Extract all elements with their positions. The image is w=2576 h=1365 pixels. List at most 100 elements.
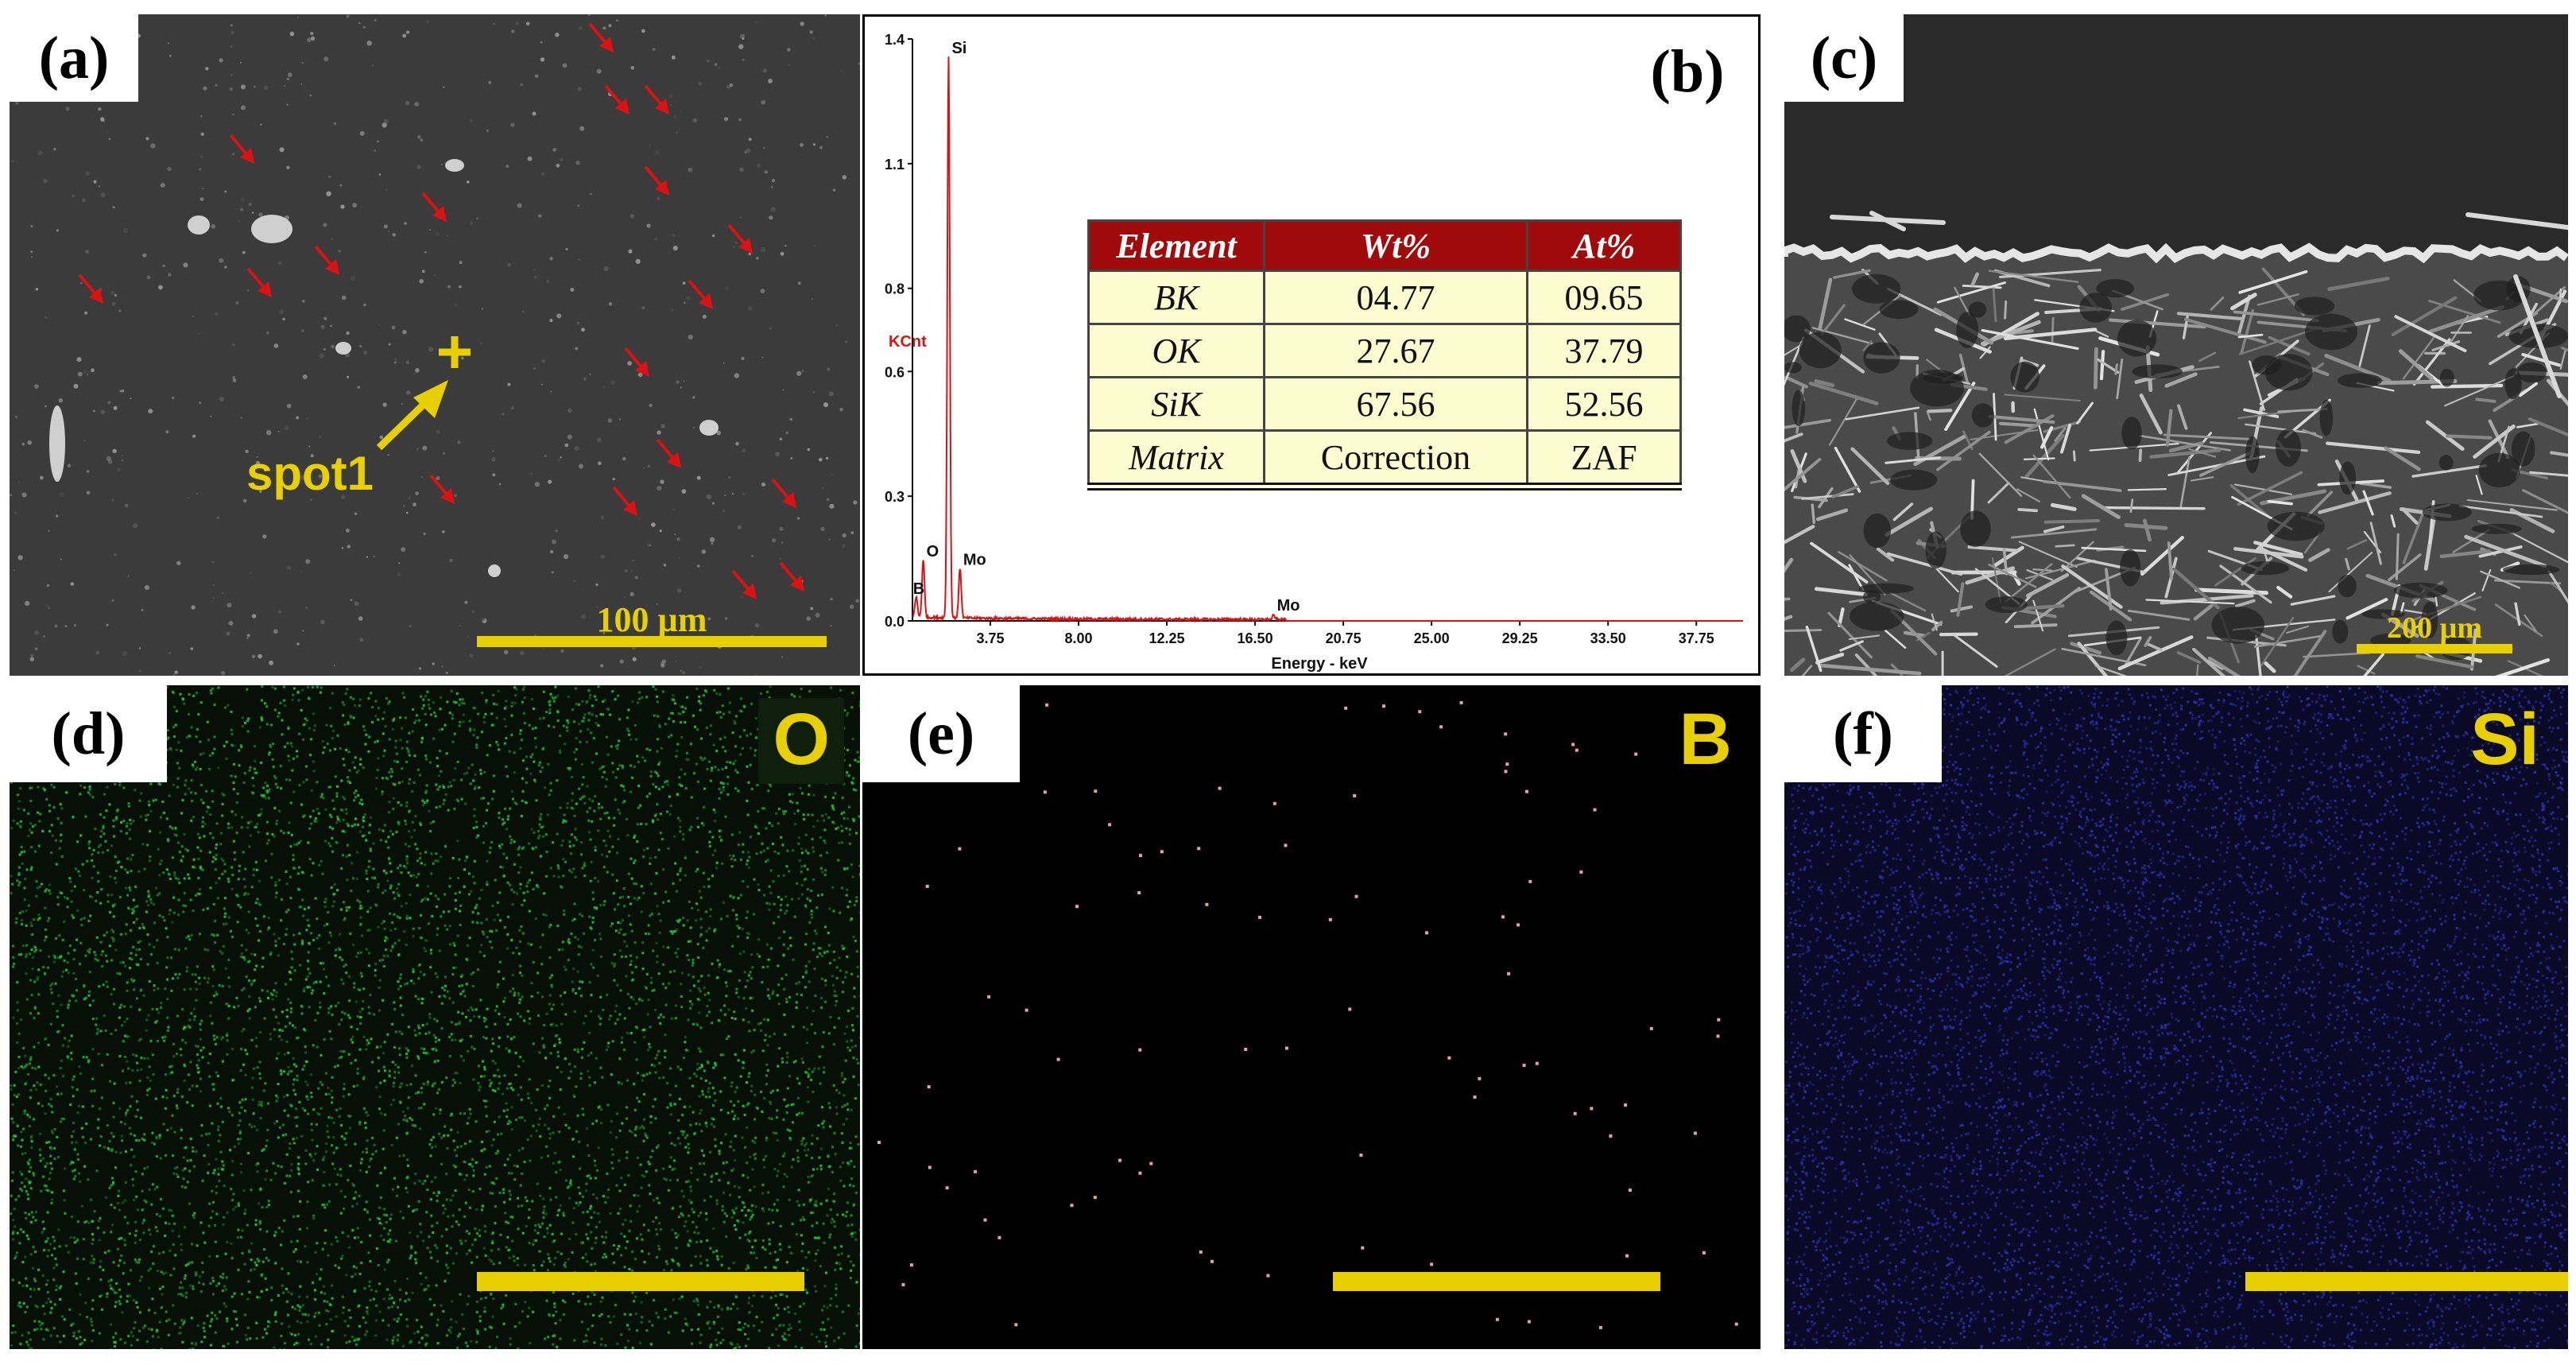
- red-arrow-icon: [429, 474, 455, 504]
- element-label-oxygen: O: [758, 698, 844, 784]
- boron-signal-dots: [877, 700, 1738, 1329]
- scale-bar-label: 100 µm: [596, 600, 707, 639]
- red-arrow-icon: [604, 84, 629, 114]
- cell-wt: Correction: [1263, 429, 1528, 491]
- scale-bar: [2357, 644, 2512, 653]
- panel-f-silicon-map: (f) Si: [1784, 685, 2568, 1349]
- red-arrow-icon: [314, 245, 339, 275]
- y-tick-label: 1.4: [885, 32, 905, 48]
- x-axis-label: Energy - keV: [1271, 655, 1368, 673]
- panel-a-sem-surface: spot1 (a) 100 µm: [10, 14, 860, 676]
- table-row: Matrix Correction ZAF: [1087, 429, 1682, 491]
- sem-surface-image: spot1: [10, 14, 860, 676]
- cell-wt: 27.67: [1263, 323, 1528, 378]
- x-tick-label: 29.25: [1502, 630, 1538, 646]
- peak-label: Si: [951, 40, 966, 57]
- x-tick-label: 33.50: [1590, 630, 1626, 646]
- peak-label: Mo: [1277, 597, 1300, 615]
- cell-element: BK: [1087, 270, 1265, 325]
- surface-particle: [335, 342, 351, 355]
- coating-surface-edge: [1784, 242, 2568, 264]
- red-arrow-icon: [588, 22, 614, 52]
- surface-particle: [488, 564, 501, 577]
- scale-bar: [477, 1272, 804, 1291]
- panel-b-label: (b): [1628, 28, 1747, 115]
- fiber-network: [1784, 267, 2568, 676]
- panel-a-label: (a): [10, 14, 138, 102]
- x-tick-label: 8.00: [1064, 630, 1092, 646]
- header-wt: Wt%: [1263, 219, 1528, 272]
- eds-composition-table: Element Wt% At% BK 04.77 09.65 OK 27.67 …: [1087, 219, 1682, 491]
- red-arrow-icon: [246, 267, 272, 297]
- silicon-elemental-map: [1784, 685, 2568, 1349]
- panel-e-label: (e): [862, 685, 1020, 782]
- x-tick-label: 16.50: [1238, 630, 1273, 646]
- red-arrow-icon: [644, 84, 669, 114]
- spot-pointer-arrow-icon: [376, 380, 448, 451]
- protruding-fiber: [1869, 211, 1906, 231]
- boron-elemental-map: [862, 685, 1761, 1349]
- y-tick-label: 0.0: [885, 614, 905, 630]
- scale-bar: [477, 636, 827, 647]
- surface-particle: [251, 215, 292, 243]
- oxygen-signal-dots: [10, 685, 860, 1349]
- peak-label: B: [913, 580, 924, 598]
- red-arrow-icon: [779, 561, 804, 591]
- oxygen-elemental-map: [10, 685, 860, 1349]
- spot-label: spot1: [246, 447, 374, 500]
- scale-bar: [1333, 1272, 1660, 1291]
- red-arrow-icon: [727, 223, 753, 254]
- y-axis-label: KCnt: [889, 333, 927, 351]
- y-tick-label: 0.8: [885, 281, 905, 297]
- panel-d-oxygen-map: (d) O: [10, 685, 860, 1349]
- table-row: BK 04.77 09.65: [1087, 270, 1682, 325]
- cell-at: 09.65: [1526, 270, 1682, 325]
- element-label-silicon: Si: [2470, 699, 2539, 780]
- cell-at: ZAF: [1526, 429, 1682, 491]
- surface-particle: [188, 215, 210, 235]
- x-tick-label: 3.75: [976, 630, 1004, 646]
- protruding-fiber: [2466, 212, 2568, 230]
- cell-element: Matrix: [1087, 429, 1265, 491]
- x-tick-label: 37.75: [1679, 630, 1714, 646]
- sem-cross-section-image: [1784, 14, 2568, 676]
- scale-bar: [2245, 1272, 2568, 1291]
- cell-wt: 67.56: [1263, 376, 1528, 432]
- panel-e-boron-map: (e) B: [862, 685, 1761, 1349]
- red-arrow-icon: [656, 438, 681, 468]
- cell-wt: 04.77: [1263, 270, 1528, 325]
- red-arrow-icon: [771, 478, 796, 508]
- y-tick-label: 1.1: [885, 157, 905, 173]
- panel-c-label: (c): [1784, 14, 1904, 102]
- red-arrow-icon: [624, 347, 649, 377]
- panel-b-eds-spectrum: KCnt Energy - keV 0.0 0.3 0.6 0.8 1.1 1.4 3.75…: [862, 14, 1761, 676]
- cell-at: 52.56: [1526, 376, 1682, 432]
- cell-at: 37.79: [1526, 323, 1682, 378]
- scale-bar-label: 200 µm: [2386, 611, 2483, 645]
- surface-particle: [445, 159, 464, 172]
- panel-d-label: (d): [10, 685, 167, 782]
- red-arrow-icon: [421, 192, 447, 222]
- red-arrow-icon: [688, 279, 713, 309]
- x-tick-label: 25.00: [1414, 630, 1450, 646]
- red-arrow-icon: [78, 273, 103, 304]
- surface-particle: [49, 405, 65, 482]
- table-row: SiK 67.56 52.56: [1087, 376, 1682, 432]
- peak-label: O: [927, 543, 939, 560]
- peak-label: Mo: [963, 551, 986, 568]
- panel-f-label: (f): [1784, 685, 1942, 782]
- eds-spectrum-chart: KCnt Energy - keV 0.0 0.3 0.6 0.8 1.1 1.4 3.75…: [885, 32, 1743, 673]
- table-row: OK 27.67 37.79: [1087, 323, 1682, 378]
- header-at: At%: [1526, 219, 1682, 272]
- red-arrow-icon: [644, 165, 669, 196]
- red-arrow-icon: [229, 134, 254, 164]
- surface-particle: [699, 420, 719, 436]
- spot-marker-icon: [439, 336, 471, 368]
- header-element: Element: [1087, 219, 1265, 272]
- cell-element: SiK: [1087, 376, 1265, 432]
- table-header-row: Element Wt% At%: [1087, 219, 1682, 272]
- element-label-boron: B: [1679, 699, 1732, 780]
- panel-c-sem-cross-section: (c) 200 µm: [1784, 14, 2568, 676]
- y-tick-label: 0.6: [885, 364, 905, 380]
- red-arrow-icon: [612, 486, 637, 516]
